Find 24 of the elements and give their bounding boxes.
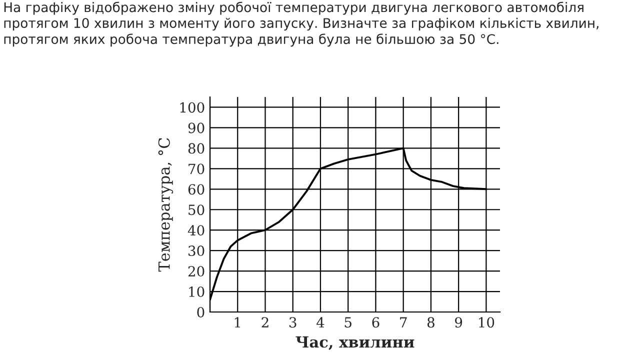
x-tick-label: 7 <box>400 317 407 328</box>
y-tick-label: 60 <box>188 184 204 195</box>
x-tick-label: 4 <box>316 317 324 328</box>
x-tick-label: 1 <box>234 317 240 328</box>
chart-title: На графіку відображено зміну робочої температури двигуна легкового автомобіля протягом 10 хвилин з моменту його запуску. Визначте за графіком кількість хвилин, протягом яких робоча температура двигуна була не більшою за 50 °С. <box>4 2 598 47</box>
y-tick-label: 80 <box>188 143 204 154</box>
y-tick-label: 50 <box>188 204 204 216</box>
y-tick-label: 40 <box>188 225 204 236</box>
y-axis-title: Температура, °С <box>158 138 174 272</box>
y-tick-label: 70 <box>188 164 204 174</box>
y-tick-label: 10 <box>189 286 204 297</box>
y-tick-label: 0 <box>197 306 204 318</box>
x-tick-label: 3 <box>290 317 296 328</box>
x-tick-label: 6 <box>372 317 380 328</box>
y-tick-label: 30 <box>188 246 204 256</box>
y-tick-label: 90 <box>188 122 204 134</box>
x-tick-label: 5 <box>344 317 352 328</box>
x-tick-label: 10 <box>479 317 494 328</box>
x-tick-label: 8 <box>427 317 434 328</box>
x-tick-label: 2 <box>262 317 268 328</box>
x-tick-label: 9 <box>455 317 462 328</box>
x-axis-title: Час, хвилини <box>296 336 414 350</box>
y-tick-label: 100 <box>180 102 204 113</box>
y-tick-label: 20 <box>188 266 204 277</box>
